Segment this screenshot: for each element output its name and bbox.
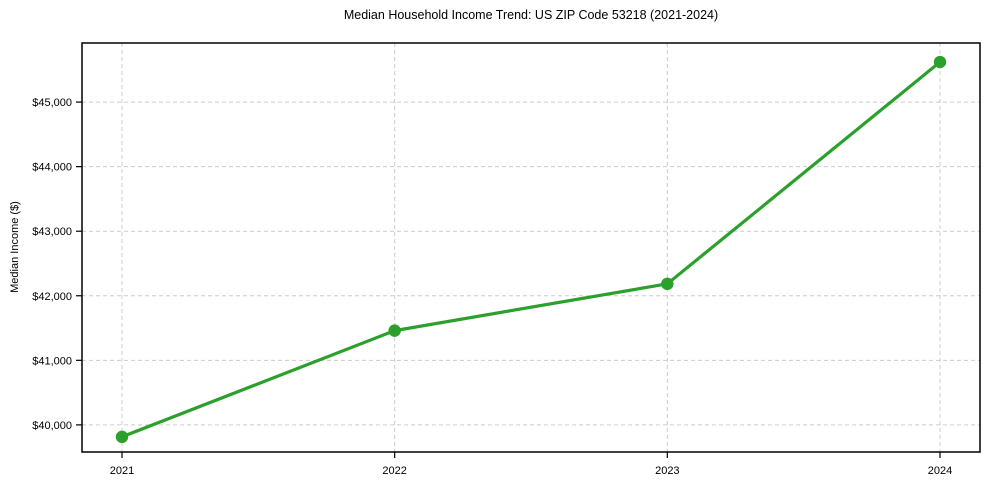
x-tick-label: 2022: [382, 465, 406, 477]
data-point-2024: [933, 55, 947, 69]
data-point-2023: [661, 277, 674, 291]
y-tick-label: $43,000: [32, 226, 72, 238]
y-tick-label: $42,000: [32, 291, 72, 303]
y-tick-label: $44,000: [32, 162, 72, 174]
x-tick-label: 2023: [655, 465, 679, 477]
y-tick-label: $45,000: [32, 97, 72, 109]
data-point-2022: [388, 324, 401, 337]
x-tick-label: 2021: [110, 465, 134, 477]
income-trend-line: [120, 60, 942, 439]
data-point-2021: [115, 430, 129, 444]
chart-title: Median Household Income Trend: US ZIP Co…: [343, 8, 719, 22]
plot-border: [81, 42, 981, 453]
x-tick-label: 2024: [928, 465, 952, 477]
y-tick-label: $40,000: [32, 420, 72, 432]
y-tick-label: $41,000: [32, 355, 72, 367]
